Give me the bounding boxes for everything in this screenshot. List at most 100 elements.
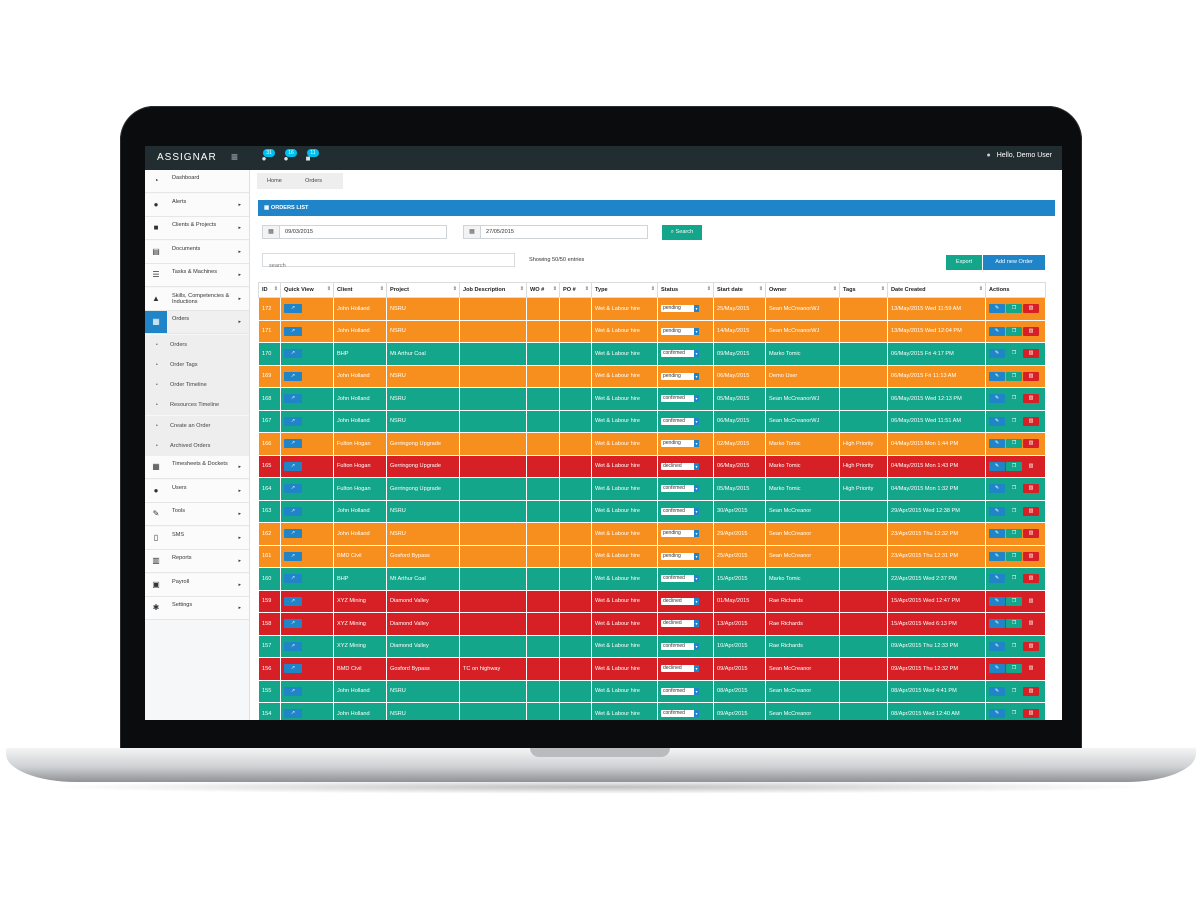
start-date-field[interactable]: ▦ 09/03/2015: [262, 225, 447, 239]
sidebar-item-reports[interactable]: ▥ Reports ▸: [145, 550, 249, 574]
copy-button[interactable]: ❐: [1006, 596, 1022, 606]
comments-icon[interactable]: ●: [283, 154, 289, 163]
status-select[interactable]: pending ▾: [661, 327, 699, 335]
status-select[interactable]: declined ▾: [661, 462, 699, 470]
status-select[interactable]: pending ▾: [661, 552, 699, 560]
edit-button[interactable]: ✎: [989, 551, 1005, 561]
table-row[interactable]: 162 ↗ John Holland NSRU Wet & Labour hire pen…: [258, 522, 1046, 546]
quick-view-button[interactable]: ↗: [284, 394, 302, 404]
table-row[interactable]: 169 ↗ John Holland NSRU Wet & Labour hire pen…: [258, 364, 1046, 388]
sidebar-item-timesheets-dockets[interactable]: ▦ Timesheets & Dockets ▸: [145, 456, 249, 480]
copy-button[interactable]: ❐: [1006, 506, 1022, 516]
table-search-field[interactable]: [262, 253, 515, 272]
calendar-icon[interactable]: ▦: [263, 226, 280, 238]
sort-icon[interactable]: ⇕: [273, 286, 278, 292]
envelope-icon[interactable]: ■: [305, 154, 311, 163]
sort-icon[interactable]: ⇕: [379, 286, 384, 292]
delete-button[interactable]: ▥: [1023, 326, 1039, 336]
sort-icon[interactable]: ⇕: [978, 286, 983, 292]
table-row[interactable]: 156 ↗ BMD Civil Gosford Bypass TC on highway…: [258, 657, 1046, 681]
status-select[interactable]: declined ▾: [661, 597, 699, 605]
column-header-project[interactable]: Project ⇕: [386, 282, 460, 298]
status-select[interactable]: confirmed ▾: [661, 350, 699, 358]
delete-button[interactable]: ▥: [1023, 551, 1039, 561]
copy-button[interactable]: ❐: [1006, 394, 1022, 404]
delete-button[interactable]: ▥: [1023, 349, 1039, 359]
column-header-po[interactable]: PO # ⇕: [559, 282, 592, 298]
edit-button[interactable]: ✎: [989, 416, 1005, 426]
delete-button[interactable]: ▥: [1023, 484, 1039, 494]
sidebar-item-payroll[interactable]: ▣ Payroll ▸: [145, 573, 249, 597]
column-header-type[interactable]: Type ⇕: [591, 282, 658, 298]
status-select[interactable]: confirmed ▾: [661, 642, 699, 650]
sidebar-item-settings[interactable]: ✱ Settings ▸: [145, 597, 249, 621]
sidebar-item-orders[interactable]: ▦ Orders ▸: [145, 311, 249, 334]
edit-button[interactable]: ✎: [989, 439, 1005, 449]
quick-view-button[interactable]: ↗: [284, 304, 302, 314]
sort-icon[interactable]: ⇕: [452, 286, 457, 292]
sidebar-item-tools[interactable]: ✎ Tools ▸: [145, 503, 249, 527]
delete-button[interactable]: ▥: [1023, 574, 1039, 584]
table-row[interactable]: 161 ↗ BMD Civil Gosford Bypass Wet & Labour …: [258, 544, 1046, 568]
sidebar-subitem-order-tags[interactable]: • Order Tags: [145, 354, 249, 375]
column-header-start-date[interactable]: Start date ⇕: [713, 282, 766, 298]
quick-view-button[interactable]: ↗: [284, 461, 302, 471]
copy-button[interactable]: ❐: [1006, 484, 1022, 494]
end-date-field[interactable]: ▦ 27/05/2015: [463, 225, 648, 239]
sidebar-subitem-order-timeline[interactable]: • Order Timeline: [145, 375, 249, 396]
sidebar-item-tasks-machines[interactable]: ☰ Tasks & Machines ▸: [145, 264, 249, 287]
sidebar-item-documents[interactable]: ▤ Documents ▸: [145, 240, 249, 264]
status-select[interactable]: confirmed ▾: [661, 575, 699, 583]
sidebar-item-clients-projects[interactable]: ■ Clients & Projects ▸: [145, 217, 249, 240]
delete-button[interactable]: ▥: [1023, 439, 1039, 449]
status-select[interactable]: confirmed ▾: [661, 687, 699, 695]
copy-button[interactable]: ❐: [1006, 574, 1022, 584]
copy-button[interactable]: ❐: [1006, 371, 1022, 381]
edit-button[interactable]: ✎: [989, 461, 1005, 471]
edit-button[interactable]: ✎: [989, 664, 1005, 674]
breadcrumb-home[interactable]: Home: [257, 173, 297, 189]
hamburger-menu-icon[interactable]: ≡: [231, 150, 239, 164]
status-select[interactable]: declined ▾: [661, 620, 699, 628]
sort-icon[interactable]: ⇕: [552, 286, 557, 292]
table-row[interactable]: 160 ↗ BHP Mt Arthur Coal Wet & Labour hire co…: [258, 567, 1046, 591]
table-row[interactable]: 166 ↗ Fulton Hogan Gerringong Upgrade Wet & …: [258, 432, 1046, 456]
edit-button[interactable]: ✎: [989, 619, 1005, 629]
edit-button[interactable]: ✎: [989, 506, 1005, 516]
copy-button[interactable]: ❐: [1006, 664, 1022, 674]
delete-button[interactable]: ▥: [1023, 461, 1039, 471]
table-row[interactable]: 168 ↗ John Holland NSRU Wet & Labour hire con…: [258, 387, 1046, 411]
column-header-wo[interactable]: WO # ⇕: [526, 282, 560, 298]
sidebar-subitem-resources-timeline[interactable]: • Resources Timeline: [145, 395, 249, 416]
copy-button[interactable]: ❐: [1006, 461, 1022, 471]
sidebar-subitem-create-an-order[interactable]: • Create an Order: [145, 415, 249, 436]
edit-button[interactable]: ✎: [989, 304, 1005, 314]
column-header-actions[interactable]: Actions: [985, 282, 1046, 298]
delete-button[interactable]: ▥: [1023, 304, 1039, 314]
status-select[interactable]: confirmed ▾: [661, 395, 699, 403]
table-row[interactable]: 171 ↗ John Holland NSRU Wet & Labour hire pen…: [258, 319, 1046, 343]
table-row[interactable]: 167 ↗ John Holland NSRU Wet & Labour hire con…: [258, 409, 1046, 433]
quick-view-button[interactable]: ↗: [284, 371, 302, 381]
status-select[interactable]: confirmed ▾: [661, 507, 699, 515]
quick-view-button[interactable]: ↗: [284, 484, 302, 494]
status-select[interactable]: pending ▾: [661, 305, 699, 313]
chat-icon[interactable]: ●: [261, 154, 267, 163]
copy-button[interactable]: ❐: [1006, 416, 1022, 426]
status-select[interactable]: pending ▾: [661, 372, 699, 380]
calendar-icon[interactable]: ▦: [464, 226, 481, 238]
edit-button[interactable]: ✎: [989, 641, 1005, 651]
quick-view-button[interactable]: ↗: [284, 349, 302, 359]
column-header-quick-view[interactable]: Quick View ⇕: [280, 282, 334, 298]
copy-button[interactable]: ❐: [1006, 619, 1022, 629]
edit-button[interactable]: ✎: [989, 709, 1005, 719]
sidebar-item-users[interactable]: ● Users ▸: [145, 479, 249, 503]
sort-icon[interactable]: ⇕: [706, 286, 711, 292]
quick-view-button[interactable]: ↗: [284, 551, 302, 561]
table-row[interactable]: 157 ↗ XYZ Mining Diamond Valley Wet & Labour…: [258, 634, 1046, 658]
edit-button[interactable]: ✎: [989, 574, 1005, 584]
sort-icon[interactable]: ⇕: [880, 286, 885, 292]
quick-view-button[interactable]: ↗: [284, 709, 302, 719]
copy-button[interactable]: ❐: [1006, 439, 1022, 449]
copy-button[interactable]: ❐: [1006, 686, 1022, 696]
